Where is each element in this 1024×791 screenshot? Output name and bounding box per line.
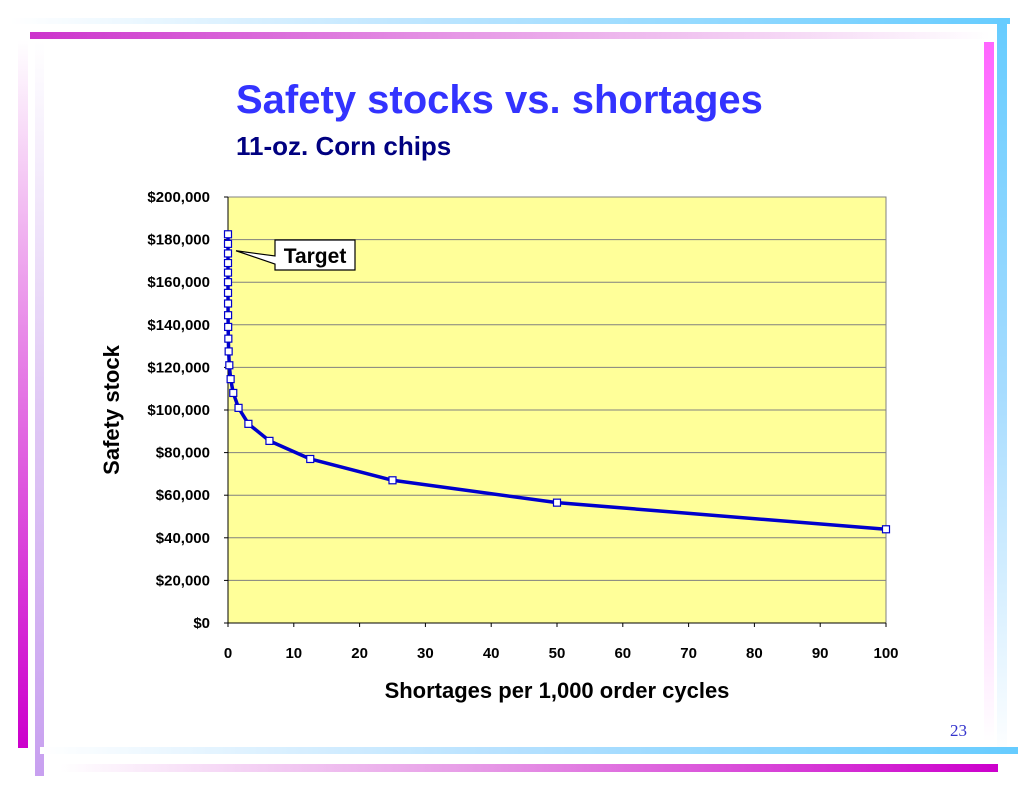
data-point-marker xyxy=(223,278,233,287)
target-callout: Target xyxy=(235,239,356,271)
y-tick-label: $0 xyxy=(193,615,210,632)
data-point-marker xyxy=(223,239,233,248)
data-markers xyxy=(223,230,891,534)
data-point-marker xyxy=(388,476,397,485)
series-line xyxy=(226,234,887,532)
data-point-marker xyxy=(306,454,315,464)
x-tick-label: 60 xyxy=(614,645,631,662)
decorative-bar-top-magenta xyxy=(30,32,990,39)
x-tick-label: 20 xyxy=(351,645,368,662)
slide-subtitle: 11-oz. Corn chips xyxy=(236,131,452,161)
y-tick-label: $80,000 xyxy=(156,445,210,462)
data-point-marker xyxy=(223,299,233,308)
slide-title: Safety stocks vs. shortages xyxy=(236,78,763,122)
callout-label: Target xyxy=(284,245,347,268)
y-tick-labels: $0 $20,000 $40,000 $60,000 $80,000 $100,000 $1… xyxy=(147,189,210,632)
y-tick-label: $60,000 xyxy=(156,487,210,504)
y-tick-label: $160,000 xyxy=(147,274,210,291)
data-point-marker xyxy=(234,403,243,412)
decorative-bar-left-magenta xyxy=(18,40,28,748)
decorative-bar-left-lilac xyxy=(35,40,44,776)
data-point-marker xyxy=(224,334,233,343)
data-point-marker xyxy=(223,249,233,258)
decorative-bar-top-cyan xyxy=(10,18,1010,24)
y-tick-label: $140,000 xyxy=(147,317,210,334)
x-tick-labels: 0 10 20 30 40 50 60 70 80 90 100 xyxy=(224,645,899,662)
decorative-bar-bottom-cyan xyxy=(40,747,1018,754)
x-tick-label: 10 xyxy=(285,645,302,662)
data-point-marker xyxy=(244,419,253,428)
x-tick-label: 50 xyxy=(549,645,566,662)
decorative-bar-right-magenta xyxy=(984,42,994,742)
data-point-marker xyxy=(223,258,233,268)
data-point-marker xyxy=(224,347,233,356)
callout-box xyxy=(235,239,356,271)
decorative-bar-bottom-magenta xyxy=(60,764,998,772)
page-number: 23 xyxy=(950,721,967,740)
y-tick-label: $40,000 xyxy=(156,530,210,547)
x-tick-label: 90 xyxy=(812,645,829,662)
data-point-marker xyxy=(225,361,234,370)
x-tick-label: 70 xyxy=(680,645,697,662)
y-tick-label: $20,000 xyxy=(156,572,210,589)
x-tick-label: 30 xyxy=(417,645,434,662)
y-tick-label: $180,000 xyxy=(147,232,210,249)
data-point-marker xyxy=(881,525,891,534)
data-point-marker xyxy=(229,388,238,398)
x-tick-label: 100 xyxy=(873,645,898,662)
data-point-marker xyxy=(223,268,233,277)
y-axis-title: Safety stock xyxy=(99,344,124,474)
x-tick-label: 80 xyxy=(746,645,763,662)
gridlines xyxy=(228,196,886,581)
y-tick-label: $100,000 xyxy=(147,402,210,419)
data-point-marker xyxy=(223,288,233,297)
data-point-marker xyxy=(226,375,235,384)
y-tick-label: $120,000 xyxy=(147,359,210,376)
y-tick-label: $200,000 xyxy=(147,189,210,206)
decorative-bar-right-cyan xyxy=(997,18,1007,758)
data-point-marker xyxy=(224,322,233,332)
x-tick-label: 40 xyxy=(483,645,500,662)
data-point-marker xyxy=(223,230,233,239)
data-point-marker xyxy=(552,498,562,507)
x-tick-label: 0 xyxy=(224,645,232,662)
data-point-marker xyxy=(223,311,233,320)
x-axis-title: Shortages per 1,000 order cycles xyxy=(385,678,730,703)
data-point-marker xyxy=(265,436,274,445)
